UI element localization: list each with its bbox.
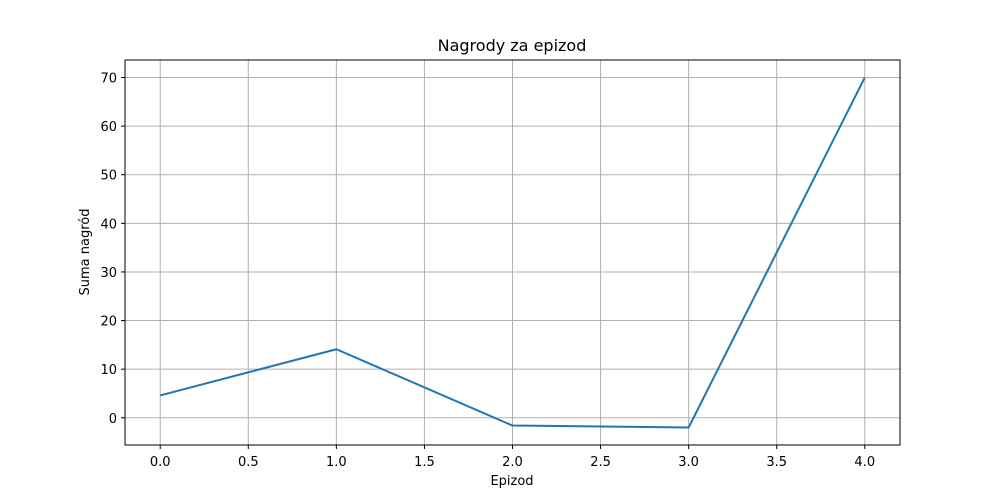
y-tick-label: 0 xyxy=(109,412,117,427)
x-axis: 0.0 0.5 1.0 1.5 2.0 2.5 3.0 3.5 4.0 xyxy=(150,445,875,470)
x-tick-label: 1.0 xyxy=(326,455,347,470)
x-tick-label: 0.0 xyxy=(150,455,171,470)
y-tick-label: 60 xyxy=(100,120,117,135)
y-tick-label: 10 xyxy=(100,363,117,378)
x-tick-label: 2.0 xyxy=(502,455,523,470)
y-tick-label: 40 xyxy=(100,217,117,232)
x-tick-label: 2.5 xyxy=(590,455,611,470)
series-layer xyxy=(159,77,866,429)
y-tick-label: 30 xyxy=(100,266,117,281)
y-axis-title: Suma nagród xyxy=(78,209,93,296)
x-tick-label: 1.5 xyxy=(414,455,435,470)
x-tick-label: 4.0 xyxy=(854,455,875,470)
x-tick-label: 3.0 xyxy=(678,455,699,470)
x-axis-title: Epizod xyxy=(490,474,533,489)
y-axis: 0 10 20 30 40 50 60 70 xyxy=(100,72,125,427)
y-tick-label: 70 xyxy=(100,72,117,87)
x-tick-label: 0.5 xyxy=(238,455,259,470)
chart-title: Nagrody za epizod xyxy=(438,36,587,55)
grid xyxy=(125,60,900,445)
y-tick-label: 20 xyxy=(100,315,117,330)
y-tick-label: 50 xyxy=(100,169,117,184)
x-tick-label: 3.5 xyxy=(766,455,787,470)
